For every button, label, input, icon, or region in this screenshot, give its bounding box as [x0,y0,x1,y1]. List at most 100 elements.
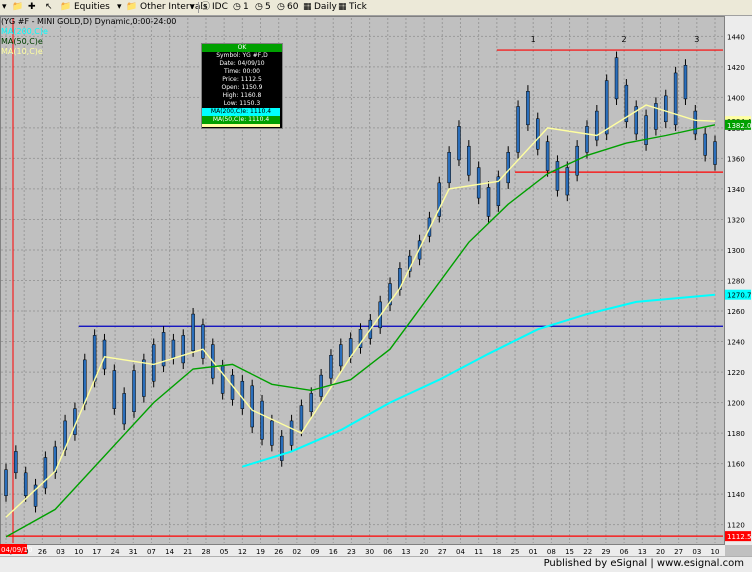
date-tick-label: 04 [456,548,465,556]
candle-body [526,91,530,126]
price-tick-label: 1340 [727,186,745,194]
candle-body [624,84,629,123]
equities-folder-icon: 📁 [60,2,72,12]
other-intervals-chevron-icon[interactable]: ▾ [190,2,195,12]
info-symbol: Symbol: YG #F,D [216,52,268,59]
date-tick-label: 06 [383,548,392,556]
date-tick-label: 11 [474,548,483,556]
candle-body [122,393,126,425]
candle-body [23,472,28,496]
interval-60-button[interactable]: 60 [287,2,299,12]
candle-body [240,380,245,409]
interval-5-button[interactable]: 5 [265,2,271,12]
date-tick-label: 26 [38,548,47,556]
price-tick-label: 1160 [727,461,745,469]
candle-body [644,115,648,145]
dropdown-icon[interactable]: ▾ [2,2,7,12]
cursor-icon[interactable]: ↖ [45,2,53,12]
price-axis[interactable] [725,16,752,545]
idc-button[interactable]: IDC [212,2,228,12]
date-tick-label: 28 [202,548,211,556]
date-tick-label: 17 [92,548,101,556]
date-tick-label: 07 [147,548,156,556]
series-ma50ce [5,124,716,538]
candle-body [467,145,471,176]
interval-1-button[interactable]: 1 [243,2,249,12]
date-tick-label: 09 [311,548,320,556]
price-tick-label: 1180 [727,430,745,438]
date-axis[interactable] [0,545,725,556]
candle-body [555,161,560,191]
cursor-info-window[interactable]: OK Symbol: YG #F,D Date: 04/09/10 Time: … [201,43,283,129]
add-icon[interactable]: ✚ [28,2,36,12]
price-flag [725,531,751,542]
candle-body [161,332,166,367]
price-flag [725,289,751,300]
price-tick-label: 1280 [727,278,745,286]
info-high: High: 1160.8 [222,92,262,99]
toolbar: ▾ 📁 ✚ ↖ 📁 Equities ▾ 📁 Other Intervals ▾… [0,0,752,16]
candle-body [132,370,136,413]
date-tick-label: 01 [529,548,538,556]
price-tick-label: 1240 [727,339,745,347]
tick-button[interactable]: Tick [349,2,367,12]
candle-body [536,118,540,150]
price-tick-label: 1420 [727,64,745,72]
series-ma10ce [5,104,716,518]
candle-body [703,133,707,156]
candle-body [279,435,284,461]
candle-body [565,167,570,196]
daily-button[interactable]: Daily [314,2,337,12]
candle-body [683,65,688,100]
circle-s-icon: ⓢ [201,2,211,12]
candle-body [437,182,442,217]
info-low: Low: 1150.3 [223,100,261,107]
price-tick-label: 1120 [727,522,745,530]
candle-body [457,126,461,161]
candle-body [289,420,294,446]
series-ma200ce [242,293,716,468]
folder-icon[interactable]: 📁 [12,2,24,12]
candle-body [33,484,38,507]
date-tick-label: 31 [129,548,138,556]
clock-icon-1: ◷ [233,2,241,12]
date-tick-label: 25 [511,548,520,556]
date-tick-label: 10 [74,548,83,556]
candle-body [309,393,314,412]
candle-body [476,167,481,199]
legend-ma200: MA(200,C)e [1,27,48,36]
price-tick-label: 1220 [727,369,745,377]
candle-body [43,457,48,489]
equities-chevron-icon[interactable]: ▾ [117,2,122,12]
peak-annotation: 2 [622,35,627,44]
date-tick-label: 27 [674,548,683,556]
price-flag-label: 1382.0 [727,122,752,130]
info-title[interactable]: OK [202,44,282,52]
candle-body [516,106,520,153]
date-tick-label: 21 [183,548,192,556]
date-flag-label: 04/09/10 [1,546,32,554]
price-tick-label: 1440 [727,33,745,41]
candle-body [4,469,8,496]
candle-body [585,126,589,153]
date-tick-label: 16 [329,548,338,556]
candle-body [220,365,225,394]
info-date: Date: 04/09/10 [219,60,265,67]
date-tick-label: 03 [692,548,701,556]
footer-credit: Published by eSignal | www.esignal.com [543,558,744,569]
date-tick-label: 12 [238,548,247,556]
calendar-icon-daily: ▦ [303,2,312,12]
price-tick-label: 1260 [727,308,745,316]
candle-body [250,385,254,428]
footer: Published by eSignal | www.esignal.com [0,556,752,572]
candle-body [486,187,491,217]
candle-body [329,355,333,379]
candle-body [654,103,658,130]
other-intervals-folder-icon: 📁 [126,2,138,12]
candle-body [398,268,402,290]
equities-menu[interactable]: Equities [74,2,110,12]
other-intervals-menu[interactable]: Other Intervals [140,2,208,12]
date-tick-label: 10 [711,548,720,556]
candle-body [496,176,501,206]
date-tick-label: 23 [347,548,356,556]
